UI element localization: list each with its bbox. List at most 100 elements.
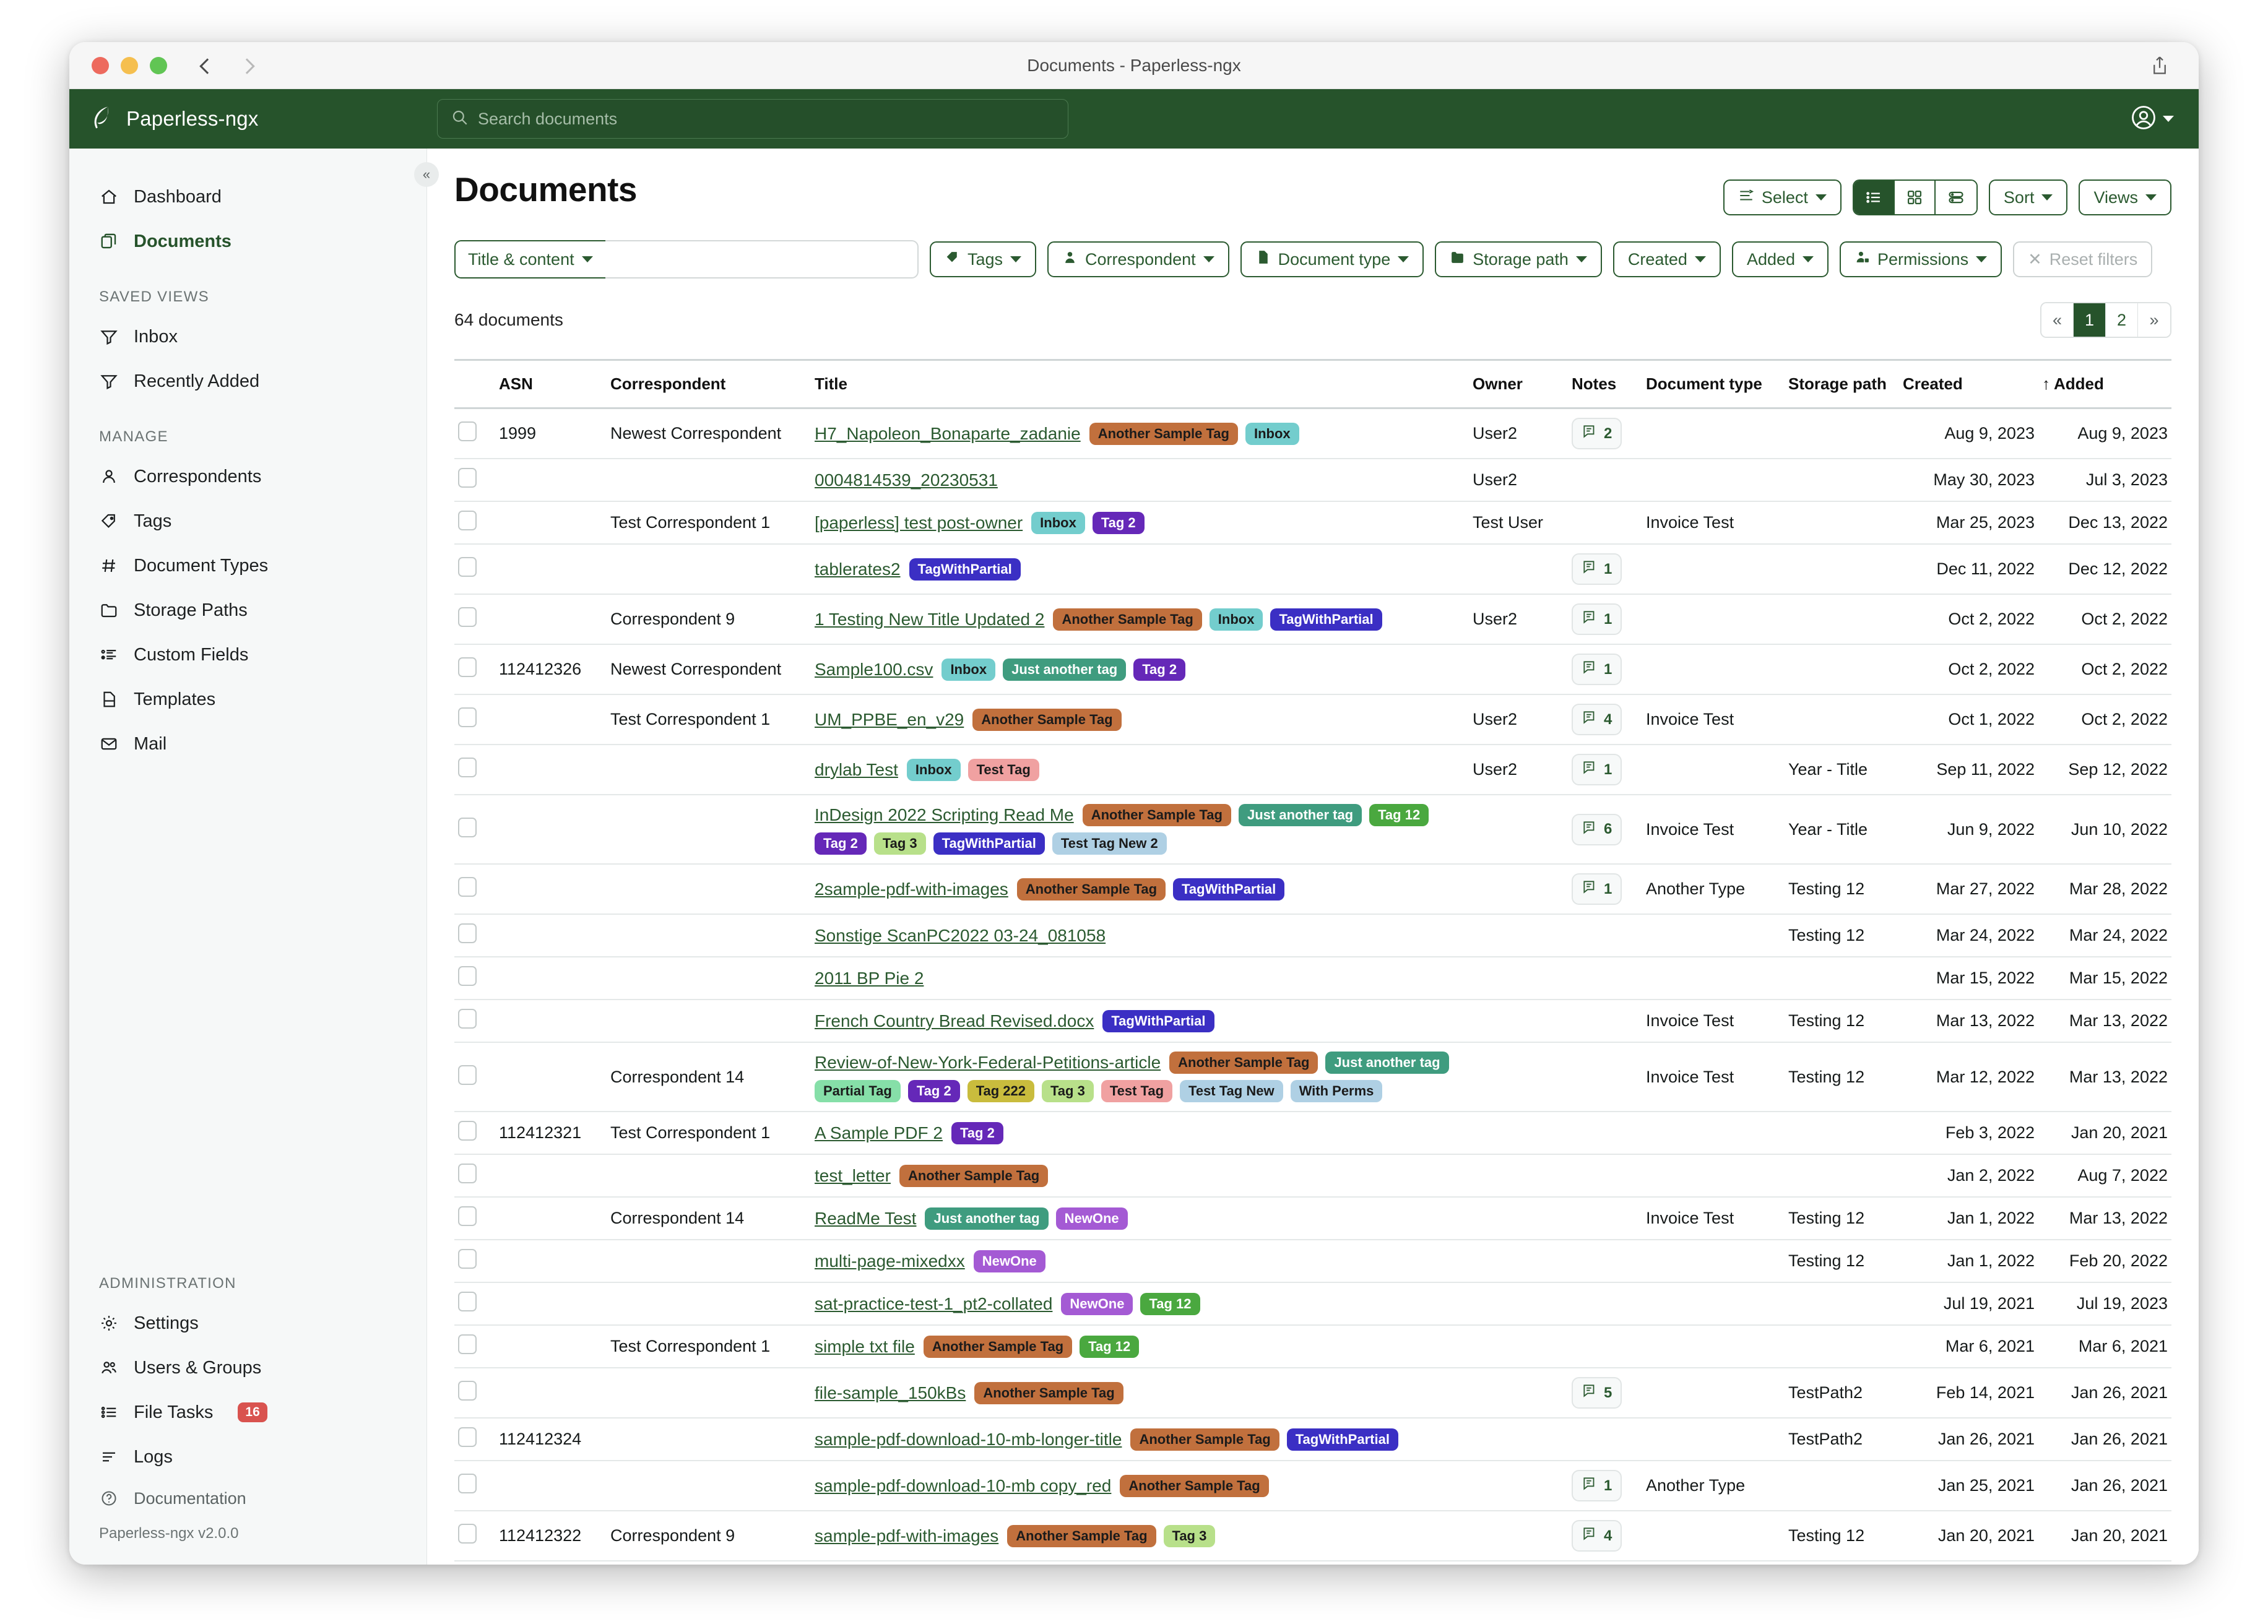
global-search-input[interactable]: Search documents xyxy=(437,99,1068,139)
document-title-link[interactable]: 2011 BP Pie 2 xyxy=(815,968,924,988)
notes-badge[interactable]: 6 xyxy=(1572,813,1622,845)
maximize-window-icon[interactable] xyxy=(150,56,167,74)
notes-badge[interactable]: 1 xyxy=(1572,603,1622,635)
checkbox-icon[interactable] xyxy=(458,877,477,897)
document-title-link[interactable]: H7_Napoleon_Bonaparte_zadanie xyxy=(815,423,1081,443)
table-row[interactable]: sat-practice-test-1_pt2-collated NewOne Ta… xyxy=(454,1282,2171,1326)
pagination-page-2[interactable]: 2 xyxy=(2106,303,2138,337)
row-checkbox[interactable] xyxy=(454,644,495,695)
row-checkbox[interactable] xyxy=(454,594,495,645)
tag-pill[interactable]: Another Sample Tag xyxy=(974,1381,1123,1404)
back-icon[interactable] xyxy=(199,59,213,72)
row-checkbox[interactable] xyxy=(454,1042,495,1112)
share-icon[interactable] xyxy=(2150,55,2169,76)
tag-pill[interactable]: Inbox xyxy=(1245,422,1299,445)
row-checkbox[interactable] xyxy=(454,1112,495,1155)
document-title-link[interactable]: file-sample_150kBs xyxy=(815,1383,966,1402)
checkbox-icon[interactable] xyxy=(458,1009,477,1029)
tags-filter-button[interactable]: Tags xyxy=(930,241,1037,277)
tag-pill[interactable]: Test Tag xyxy=(1101,1080,1173,1102)
document-title-link[interactable]: Sonstige ScanPC2022 03-24_081058 xyxy=(815,925,1106,945)
notes-badge[interactable]: 2 xyxy=(1572,418,1622,449)
tag-pill[interactable]: TagWithPartial xyxy=(1102,1009,1214,1032)
tag-pill[interactable]: Tag 2 xyxy=(951,1121,1003,1144)
checkbox-icon[interactable] xyxy=(458,1121,477,1141)
tag-pill[interactable]: Tag 2 xyxy=(1092,511,1145,534)
sidebar-collapse-button[interactable]: « xyxy=(414,162,439,187)
column-header-created[interactable]: Created xyxy=(1899,359,2038,409)
select-all-header[interactable] xyxy=(454,359,495,409)
window-traffic-lights[interactable] xyxy=(92,56,167,74)
tag-pill[interactable]: NewOne xyxy=(1055,1207,1128,1230)
tag-pill[interactable]: NewOne xyxy=(1061,1292,1133,1315)
tag-pill[interactable]: Tag 3 xyxy=(1163,1524,1216,1547)
tag-pill[interactable]: Another Sample Tag xyxy=(1130,1428,1279,1451)
table-row[interactable]: Sonstige ScanPC2022 03-24_081058 Testing … xyxy=(454,914,2171,957)
document-title-link[interactable]: French Country Bread Revised.docx xyxy=(815,1011,1094,1030)
tag-pill[interactable]: TagWithPartial xyxy=(933,832,1045,855)
sidebar-item-custom-fields[interactable]: Custom Fields xyxy=(69,633,426,677)
tag-pill[interactable]: Tag 3 xyxy=(1042,1080,1094,1102)
pagination-prev[interactable]: « xyxy=(2041,303,2074,337)
document-title-link[interactable]: multi-page-mixedxx xyxy=(815,1251,965,1271)
checkbox-icon[interactable] xyxy=(458,1427,477,1447)
row-checkbox[interactable] xyxy=(454,1325,495,1368)
sidebar-item-correspondents[interactable]: Correspondents xyxy=(69,454,426,499)
sort-button[interactable]: Sort xyxy=(1988,179,2068,215)
document-title-link[interactable]: UM_PPBE_en_v29 xyxy=(815,709,964,729)
table-row[interactable]: Correspondent 14 Review-of-New-York-Feder… xyxy=(454,1042,2171,1112)
row-checkbox[interactable] xyxy=(454,957,495,1000)
document-title-link[interactable]: A Sample PDF 2 xyxy=(815,1123,943,1142)
row-checkbox[interactable] xyxy=(454,1240,495,1283)
tag-pill[interactable]: Tag 2 xyxy=(815,832,867,855)
minimize-window-icon[interactable] xyxy=(121,56,138,74)
tag-pill[interactable]: TagWithPartial xyxy=(1173,878,1285,901)
tag-pill[interactable]: Inbox xyxy=(906,758,961,781)
tag-pill[interactable]: Inbox xyxy=(1031,511,1085,534)
storage-path-filter-button[interactable]: Storage path xyxy=(1435,241,1602,277)
checkbox-icon[interactable] xyxy=(458,817,477,837)
tag-pill[interactable]: Partial Tag xyxy=(815,1080,901,1102)
pagination-next[interactable]: » xyxy=(2138,303,2170,337)
browser-nav[interactable] xyxy=(199,59,254,72)
created-filter-button[interactable]: Created xyxy=(1612,241,1721,277)
table-row[interactable]: tablerates2 TagWithPartial 1 Dec 11, 2022 De… xyxy=(454,544,2171,595)
checkbox-icon[interactable] xyxy=(458,607,477,627)
table-row[interactable]: Test Correspondent 1 UM_PPBE_en_v29 Anothe… xyxy=(454,694,2171,745)
checkbox-icon[interactable] xyxy=(458,758,477,777)
document-title-link[interactable]: sat-practice-test-1_pt2-collated xyxy=(815,1294,1053,1313)
row-checkbox[interactable] xyxy=(454,914,495,957)
tag-pill[interactable]: TagWithPartial xyxy=(1270,608,1382,631)
table-row[interactable]: 1999 Newest Correspondent H7_Napoleon_Bona… xyxy=(454,408,2171,459)
added-filter-button[interactable]: Added xyxy=(1731,241,1829,277)
tag-pill[interactable]: Another Sample Tag xyxy=(923,1335,1073,1358)
tag-pill[interactable]: Tag 12 xyxy=(1369,804,1429,826)
tag-pill[interactable]: Tag 2 xyxy=(907,1080,960,1102)
column-header-asn[interactable]: ASN xyxy=(495,359,607,409)
checkbox-icon[interactable] xyxy=(458,1292,477,1311)
pagination-page-1[interactable]: 1 xyxy=(2074,303,2106,337)
column-header-notes[interactable]: Notes xyxy=(1568,359,1642,409)
notes-badge[interactable]: 4 xyxy=(1572,1520,1622,1552)
sidebar-item-file-tasks[interactable]: File Tasks 16 xyxy=(69,1390,426,1435)
tag-pill[interactable]: Another Sample Tag xyxy=(1169,1052,1318,1074)
checkbox-icon[interactable] xyxy=(458,511,477,530)
table-row[interactable]: Test Correspondent 1 simple txt file Anoth… xyxy=(454,1325,2171,1368)
title-content-dropdown[interactable]: Title & content xyxy=(454,240,605,279)
row-checkbox[interactable] xyxy=(454,1511,495,1561)
tag-pill[interactable]: Another Sample Tag xyxy=(1053,608,1202,631)
checkbox-icon[interactable] xyxy=(458,1065,477,1085)
sidebar-item-dashboard[interactable]: Dashboard xyxy=(69,175,426,219)
row-checkbox[interactable] xyxy=(454,1154,495,1198)
sidebar-item-settings[interactable]: Settings xyxy=(69,1301,426,1345)
checkbox-icon[interactable] xyxy=(458,657,477,677)
table-row[interactable]: 2011 BP Pie 2 Mar 15, 2022 Mar 15, 2022 xyxy=(454,957,2171,1000)
column-header-document-type[interactable]: Document type xyxy=(1642,359,1785,409)
tag-pill[interactable]: With Perms xyxy=(1290,1080,1383,1102)
tag-pill[interactable]: Inbox xyxy=(941,658,996,681)
tag-pill[interactable]: Inbox xyxy=(1209,608,1263,631)
checkbox-icon[interactable] xyxy=(458,1334,477,1354)
row-checkbox[interactable] xyxy=(454,864,495,915)
table-row[interactable]: French Country Bread Revised.docx TagWith… xyxy=(454,1000,2171,1043)
